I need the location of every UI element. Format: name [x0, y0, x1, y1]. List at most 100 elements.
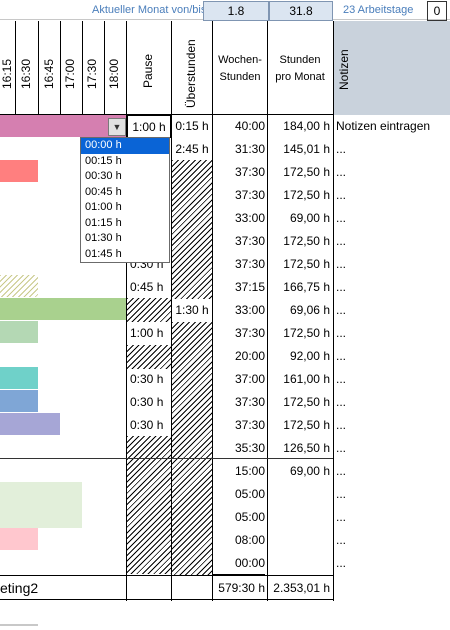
table-row: 0:30 h 37:00 161,00 h ... [0, 368, 450, 391]
table-row: 35:30 126,50 h ... [0, 437, 450, 460]
monthly-hours-cell: 172,50 h [283, 257, 330, 271]
bar-pale-pink [0, 528, 38, 550]
monthly-hours-cell: 69,00 h [289, 464, 330, 478]
dropdown-option[interactable]: 01:45 h [85, 247, 122, 260]
weekly-hours-cell: 33:00 [234, 303, 265, 317]
table-row: 15:00 69,00 h ... [0, 460, 450, 483]
header-row [0, 21, 450, 115]
notes-cell[interactable]: ... [336, 165, 347, 179]
notes-header: Notizen [337, 49, 351, 90]
bar-teal [0, 367, 38, 389]
pause-cell[interactable]: 1:00 h [130, 326, 164, 340]
pause-dropdown-list: 00:00 h 00:15 h 00:30 h 00:45 h 01:00 h … [80, 137, 170, 263]
monthly-hours-header-line1: Stunden [279, 54, 321, 66]
workdays-value-box[interactable]: 0 [427, 1, 447, 21]
monthly-hours-cell: 172,50 h [283, 418, 330, 432]
pause-dropdown-arrow[interactable]: ▼ [108, 118, 126, 136]
bar-pale-green [0, 482, 82, 528]
notes-cell[interactable]: ... [336, 326, 347, 340]
weekly-hours-header-line1: Wochen- [218, 54, 262, 66]
pause-cell[interactable]: 0:30 h [130, 418, 164, 432]
overtime-cell[interactable]: 1:30 h [172, 299, 212, 321]
bar-yellow-hatch [0, 275, 38, 297]
notes-cell[interactable]: ... [336, 303, 347, 317]
notes-cell[interactable]: Notizen eintragen [336, 119, 431, 133]
dropdown-option[interactable]: 00:00 h [81, 138, 169, 154]
monthly-hours-cell: 172,50 h [283, 234, 330, 248]
workdays-label: 23 Arbeitstage [343, 4, 414, 16]
weekly-hours-cell: 08:00 [234, 533, 265, 547]
table-row: 05:00 ... [0, 506, 450, 529]
bar-green [0, 298, 126, 320]
dropdown-option[interactable]: 00:45 h [85, 185, 122, 198]
weekly-hours-cell: 37:30 [234, 326, 265, 340]
notes-cell[interactable]: ... [336, 441, 347, 455]
table-row: 0:30 h 37:30 172,50 h ... [0, 391, 450, 414]
weekly-hours-cell: 00:00 [213, 552, 265, 575]
monthly-hours-cell: 161,00 h [283, 372, 330, 386]
notes-cell[interactable]: ... [336, 280, 347, 294]
notes-cell[interactable]: ... [336, 418, 347, 432]
weekly-hours-header-line2: Stunden [219, 71, 261, 83]
pause-hatch-3 [127, 436, 171, 574]
pause-cell[interactable]: 0:45 h [130, 280, 164, 294]
bar-blue [0, 390, 38, 412]
table-row: 37:30 172,50 h ... [0, 230, 450, 253]
notes-cell[interactable]: ... [336, 372, 347, 386]
monthly-total: 2.353,01 h [273, 581, 330, 595]
month-from-field[interactable]: 1.8 [203, 1, 269, 21]
pause-cell[interactable]: 0:30 h [130, 395, 164, 409]
notes-cell[interactable]: ... [336, 234, 347, 248]
time-col-3: 16:45 [42, 58, 56, 89]
pause-header: Pause [141, 53, 155, 88]
section-separator [0, 458, 333, 459]
notes-cell[interactable]: ... [336, 257, 347, 271]
table-row: 2:45 h 31:30 145,01 h ... [0, 138, 450, 161]
notes-cell[interactable]: ... [336, 395, 347, 409]
bar-purple [0, 413, 60, 435]
table-row: 0:45 h 37:15 166,75 h ... [0, 276, 450, 299]
notes-column [334, 115, 450, 600]
notes-cell[interactable]: ... [336, 142, 347, 156]
monthly-hours-cell: 166,75 h [283, 280, 330, 294]
table-row: 0:30 h 37:30 172,50 h ... [0, 253, 450, 276]
time-col-4: 17:00 [63, 58, 77, 89]
month-to-field[interactable]: 31.8 [269, 1, 333, 21]
dropdown-option[interactable]: 00:30 h [85, 170, 122, 182]
notes-cell[interactable]: ... [336, 464, 347, 478]
dropdown-option[interactable]: 00:15 h [85, 154, 122, 167]
monthly-hours-cell: 172,50 h [283, 188, 330, 202]
overtime-cell[interactable]: 2:45 h [175, 142, 209, 156]
weekly-hours-cell: 40:00 [234, 119, 265, 133]
notes-cell[interactable]: ... [336, 533, 347, 547]
notes-cell[interactable]: ... [336, 510, 347, 524]
weekly-hours-cell: 35:30 [234, 441, 265, 455]
notes-cell[interactable]: ... [336, 349, 347, 363]
notes-header-bg [334, 21, 450, 115]
table-row: 33:00 69,00 h ... [0, 207, 450, 230]
monthly-hours-cell: 184,00 h [283, 119, 330, 133]
weekly-hours-cell: 37:30 [234, 188, 265, 202]
time-col-6: 18:00 [107, 58, 121, 89]
pause-cell[interactable]: 0:30 h [130, 372, 164, 386]
weekly-hours-header: Wochen- Stunden [213, 52, 267, 86]
overtime-hatch-bottom [172, 322, 212, 575]
bar-red [0, 160, 38, 182]
notes-cell[interactable]: ... [336, 487, 347, 501]
weekly-hours-cell: 37:30 [234, 418, 265, 432]
dropdown-option[interactable]: 01:15 h [85, 216, 122, 229]
pause-cell[interactable]: 1:00 h [127, 115, 171, 138]
notes-cell[interactable]: ... [336, 188, 347, 202]
dropdown-option[interactable]: 01:30 h [85, 232, 122, 244]
dropdown-option[interactable]: 01:00 h [85, 201, 122, 213]
table-row: 37:30 172,50 h ... [0, 184, 450, 207]
overtime-hatch-top [172, 160, 212, 299]
notes-cell[interactable]: ... [336, 556, 347, 570]
header-time-columns: 16:15 16:30 16:45 17:00 17:30 18:00 [0, 21, 126, 115]
totals-row: eting2 579:30 h 2.353,01 h [0, 575, 334, 600]
notes-cell[interactable]: ... [336, 211, 347, 225]
overtime-cell[interactable]: 0:15 h [175, 119, 209, 133]
pause-hatch-2 [127, 345, 171, 369]
time-col-2: 16:30 [19, 58, 33, 89]
weekly-hours-cell: 37:30 [234, 234, 265, 248]
